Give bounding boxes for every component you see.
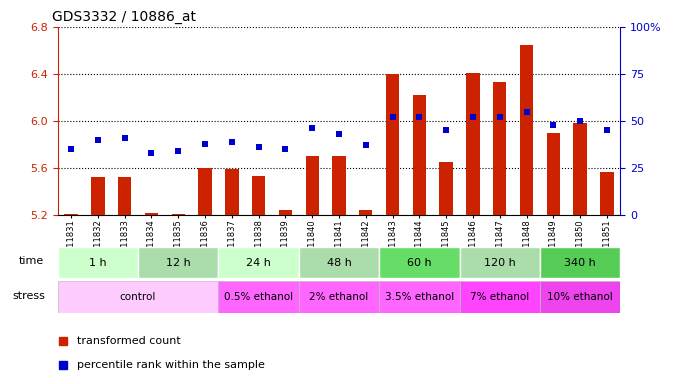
Bar — [198, 168, 212, 215]
Bar — [466, 73, 479, 215]
Bar — [306, 156, 319, 215]
Bar — [493, 82, 506, 215]
Bar — [279, 210, 292, 215]
Bar — [58, 247, 138, 278]
Text: 60 h: 60 h — [407, 258, 432, 268]
Bar — [379, 247, 460, 278]
Text: 12 h: 12 h — [166, 258, 191, 268]
Text: 120 h: 120 h — [484, 258, 516, 268]
Bar — [540, 281, 620, 313]
Text: 7% ethanol: 7% ethanol — [470, 292, 530, 302]
Bar — [379, 281, 460, 313]
Bar — [540, 247, 620, 278]
Text: percentile rank within the sample: percentile rank within the sample — [77, 360, 265, 370]
Text: time: time — [19, 256, 44, 266]
Text: 3.5% ethanol: 3.5% ethanol — [385, 292, 454, 302]
Text: 0.5% ethanol: 0.5% ethanol — [224, 292, 293, 302]
Bar — [413, 95, 426, 215]
Text: 10% ethanol: 10% ethanol — [547, 292, 613, 302]
Text: 24 h: 24 h — [246, 258, 271, 268]
Bar — [252, 176, 265, 215]
Text: GDS3332 / 10886_at: GDS3332 / 10886_at — [52, 10, 196, 25]
Bar — [600, 172, 614, 215]
Bar — [218, 247, 299, 278]
Bar — [299, 281, 379, 313]
Text: 340 h: 340 h — [564, 258, 596, 268]
Bar — [520, 45, 534, 215]
Text: 1 h: 1 h — [89, 258, 106, 268]
Bar — [218, 281, 299, 313]
Bar — [460, 247, 540, 278]
Bar — [58, 281, 218, 313]
Bar — [91, 177, 104, 215]
Bar — [332, 156, 346, 215]
Bar — [574, 123, 587, 215]
Bar — [225, 169, 239, 215]
Bar — [386, 74, 399, 215]
Text: transformed count: transformed count — [77, 336, 181, 346]
Bar — [546, 133, 560, 215]
Bar — [64, 214, 78, 215]
Bar — [439, 162, 453, 215]
Text: 2% ethanol: 2% ethanol — [309, 292, 369, 302]
Text: stress: stress — [12, 291, 45, 301]
Bar — [359, 210, 372, 215]
Bar — [460, 281, 540, 313]
Bar — [138, 247, 218, 278]
Bar — [144, 213, 158, 215]
Bar — [172, 214, 185, 215]
Text: control: control — [120, 292, 156, 302]
Text: 48 h: 48 h — [327, 258, 351, 268]
Bar — [118, 177, 132, 215]
Bar — [299, 247, 379, 278]
